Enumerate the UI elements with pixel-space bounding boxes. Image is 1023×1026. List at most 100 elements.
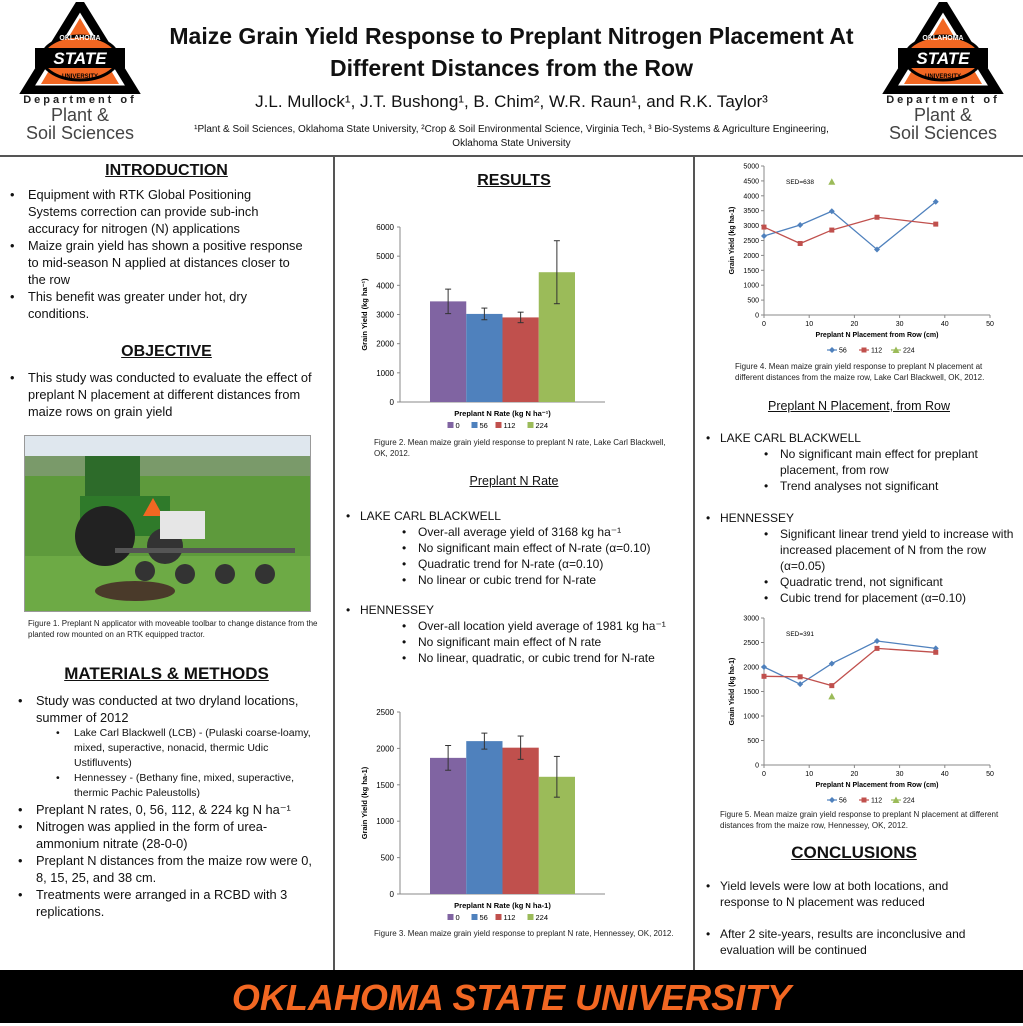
dept-name-line1: Plant & xyxy=(913,105,973,125)
logo-top-text: OKLAHOMA xyxy=(922,35,963,42)
x-axis-label: Preplant N Rate (kg N ha⁻¹) xyxy=(454,409,551,418)
dept-name-line2: Soil Sciences xyxy=(25,123,135,143)
figure2-caption: Figure 2. Mean maize grain yield respons… xyxy=(374,438,666,458)
lcb-label: LAKE CARL BLACKWELL xyxy=(700,430,1018,446)
y-axis-label: Grain Yield (kg ha⁻¹) xyxy=(360,278,369,351)
y-tick-label: 1000 xyxy=(743,714,759,721)
legend-label-56: 56 xyxy=(839,798,847,805)
y-axis-label: Grain Yield (kg ha-1) xyxy=(729,207,736,275)
y-tick-label: 1500 xyxy=(743,689,759,696)
figure5-caption: Figure 5. Mean maize grain yield respons… xyxy=(720,810,999,830)
rate-results: LAKE CARL BLACKWELL Over-all average yie… xyxy=(340,508,690,666)
y-tick-label: 1000 xyxy=(376,369,394,378)
objective-item: This study was conducted to evaluate the… xyxy=(0,369,313,420)
intro-item: Equipment with RTK Global Positioning Sy… xyxy=(0,186,303,237)
osu-brand-icon: OKLAHOMA STATE UNIVERSITY xyxy=(19,2,141,94)
legend-label-0: 0 xyxy=(456,913,460,922)
y-tick-label: 2000 xyxy=(743,253,759,260)
dept-label: Department of xyxy=(886,94,1000,106)
legend-swatch-112 xyxy=(495,422,502,428)
point-marker xyxy=(797,240,803,246)
point-marker xyxy=(874,246,880,253)
point-marker xyxy=(828,660,835,667)
tractor-photo xyxy=(24,435,311,612)
point-marker xyxy=(874,638,880,645)
placement-hennessey-result: Quadratic trend, not significant xyxy=(762,574,1018,590)
y-tick-label: 500 xyxy=(747,298,759,305)
legend-label-112: 112 xyxy=(871,798,882,805)
y-tick-label: 2000 xyxy=(376,744,394,753)
footer-banner: OKLAHOMA STATE UNIVERSITY xyxy=(0,970,1023,1023)
legend-swatch-224 xyxy=(527,914,534,920)
bar-112 xyxy=(502,747,539,894)
legend-swatch-112 xyxy=(495,914,502,920)
methods-item: Nitrogen was applied in the form of urea… xyxy=(8,818,319,852)
title-line-2: Different Distances from the Row xyxy=(330,55,693,81)
x-tick-label: 40 xyxy=(941,321,949,328)
point-marker xyxy=(797,222,804,229)
bar-0 xyxy=(430,757,467,894)
legend-label-224: 224 xyxy=(903,798,915,805)
y-tick-label: 5000 xyxy=(743,164,759,171)
x-tick-label: 30 xyxy=(896,321,904,328)
x-axis-label: Preplant N Placement from Row (cm) xyxy=(816,782,939,789)
methods-heading: MATERIALS & METHODS xyxy=(64,664,269,683)
y-tick-label: 1000 xyxy=(743,283,759,290)
y-tick-label: 1000 xyxy=(376,817,394,826)
y-tick-label: 0 xyxy=(755,763,759,770)
legend-label-112: 112 xyxy=(504,421,516,430)
methods-item: Preplant N distances from the maize row … xyxy=(8,852,319,886)
bar-0 xyxy=(430,301,467,402)
x-tick-label: 50 xyxy=(986,771,994,778)
dept-label: Department of xyxy=(23,94,137,106)
lcb-result: No significant main effect of N-rate (α=… xyxy=(400,540,690,556)
point-marker xyxy=(892,346,900,353)
placement-lcb-result: No significant main effect for preplant … xyxy=(762,446,1018,478)
y-tick-label: 2500 xyxy=(743,640,759,647)
y-tick-label: 4000 xyxy=(376,281,394,290)
x-tick-label: 10 xyxy=(805,771,813,778)
placement-lcb-result: Trend analyses not significant xyxy=(762,478,1018,494)
legend-swatch-0 xyxy=(447,422,454,428)
point-marker xyxy=(874,214,880,220)
dept-name-line1: Plant & xyxy=(50,105,110,125)
y-tick-label: 0 xyxy=(390,890,395,899)
dept-name-line2: Soil Sciences xyxy=(888,123,998,143)
placement-hennessey-result: Cubic trend for placement (α=0.10) xyxy=(762,590,1018,606)
methods-item-text: Study was conducted at two dryland locat… xyxy=(36,693,299,725)
placement-hennessey-result: Significant linear trend yield to increa… xyxy=(762,526,1018,574)
column-divider-right xyxy=(693,155,695,970)
point-marker xyxy=(828,178,836,185)
hennessey-label: HENNESSEY xyxy=(700,510,1018,526)
figure3-caption: Figure 3. Mean maize grain yield respons… xyxy=(374,929,674,938)
y-tick-label: 1500 xyxy=(376,781,394,790)
point-marker xyxy=(829,347,835,353)
y-tick-label: 3000 xyxy=(743,616,759,623)
point-marker xyxy=(761,673,767,679)
bar-112 xyxy=(502,317,539,402)
legend-label-224: 224 xyxy=(536,421,549,430)
placement-results: LAKE CARL BLACKWELL No significant main … xyxy=(700,430,1018,606)
y-tick-label: 3500 xyxy=(743,208,759,215)
y-tick-label: 6000 xyxy=(376,223,394,232)
hennessey-result: No linear, quadratic, or cubic trend for… xyxy=(400,650,690,666)
osu-logo-right: OKLAHOMA STATE UNIVERSITY Department of … xyxy=(873,2,1013,152)
point-marker xyxy=(933,221,939,227)
sed-annotation: SED=638 xyxy=(786,179,814,186)
hennessey-label: HENNESSEY xyxy=(340,602,690,618)
y-tick-label: 0 xyxy=(755,313,759,320)
poster-title: Maize Grain Yield Response to Preplant N… xyxy=(150,20,873,84)
legend-label-224: 224 xyxy=(903,348,915,355)
legend-label-56: 56 xyxy=(839,348,847,355)
point-marker xyxy=(892,796,900,803)
point-marker xyxy=(933,649,939,655)
legend-label-112: 112 xyxy=(504,913,516,922)
affiliation-line-2: Oklahoma State University xyxy=(452,138,571,149)
title-line-1: Maize Grain Yield Response to Preplant N… xyxy=(169,23,854,49)
point-marker xyxy=(874,645,880,651)
point-marker xyxy=(861,797,867,803)
legend-swatch-56 xyxy=(471,914,478,920)
legend-label-56: 56 xyxy=(480,913,488,922)
header-divider xyxy=(0,155,1023,157)
figure4-caption: Figure 4. Mean maize grain yield respons… xyxy=(735,362,985,382)
